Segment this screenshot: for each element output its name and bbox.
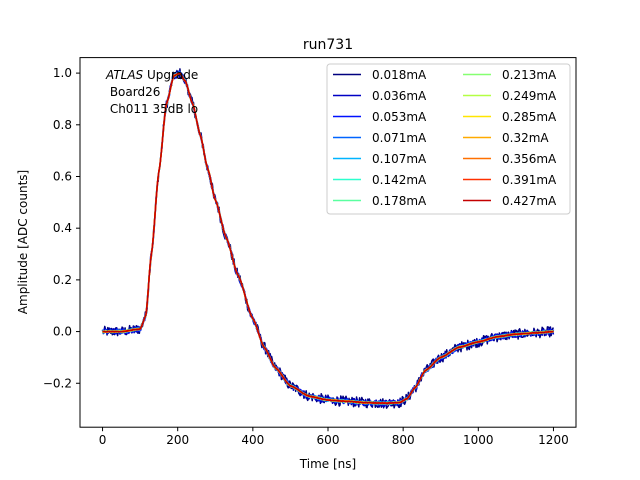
x-tick-label: 1000 <box>463 433 494 447</box>
x-tick-label: 0 <box>99 433 107 447</box>
legend-label: 0.32mA <box>502 131 549 145</box>
legend-label: 0.249mA <box>502 89 557 103</box>
y-axis-ticks: −0.2 0.0 0.2 0.4 0.6 0.8 1.0 <box>43 66 80 390</box>
x-tick-label: 400 <box>241 433 264 447</box>
y-tick-label: 0.2 <box>53 273 72 287</box>
annotation-line-2: Board26 <box>106 85 160 99</box>
annotation-upgrade: Upgrade <box>143 68 198 82</box>
y-axis-label: Amplitude [ADC counts] <box>16 170 30 314</box>
series-line-14 <box>102 72 554 405</box>
y-tick-label: 0.0 <box>53 325 72 339</box>
y-tick-label: 0.4 <box>53 221 72 235</box>
annotation-line-1: ATLAS Upgrade <box>105 68 198 82</box>
legend-label: 0.107mA <box>372 152 427 166</box>
annotation-atlas: ATLAS <box>105 68 144 82</box>
legend-entries: 0.018mA 0.036mA 0.053mA 0.071mA 0.107mA 0.142… <box>333 68 557 208</box>
legend-label: 0.053mA <box>372 110 427 124</box>
y-tick-label: 1.0 <box>53 66 72 80</box>
x-axis-ticks: 0 200 400 600 800 1000 1200 <box>99 427 569 447</box>
annotation-line-3: Ch011 35dB lo <box>106 102 198 116</box>
legend-label: 0.285mA <box>502 110 557 124</box>
chart-title: run731 <box>303 37 353 53</box>
legend-label: 0.018mA <box>372 68 427 82</box>
legend-label: 0.213mA <box>502 68 557 82</box>
annotation: ATLAS Upgrade Board26 Ch011 35dB lo <box>105 68 198 116</box>
legend-label: 0.142mA <box>372 173 427 187</box>
legend-label: 0.036mA <box>372 89 427 103</box>
x-tick-label: 600 <box>317 433 340 447</box>
y-tick-label: 0.8 <box>53 118 72 132</box>
legend-label: 0.356mA <box>502 152 557 166</box>
legend-label: 0.391mA <box>502 173 557 187</box>
series-lines <box>101 68 555 409</box>
legend-label: 0.427mA <box>502 194 557 208</box>
legend-box <box>326 63 571 215</box>
x-tick-label: 1200 <box>538 433 569 447</box>
legend-label: 0.178mA <box>372 194 427 208</box>
legend: 0.018mA 0.036mA 0.053mA 0.071mA 0.107mA 0.142… <box>326 63 571 215</box>
y-tick-label: 0.6 <box>53 169 72 183</box>
y-tick-label: −0.2 <box>43 376 72 390</box>
x-tick-label: 200 <box>166 433 189 447</box>
legend-label: 0.071mA <box>372 131 427 145</box>
x-axis-label: Time [ns] <box>299 457 356 471</box>
x-tick-label: 800 <box>392 433 415 447</box>
